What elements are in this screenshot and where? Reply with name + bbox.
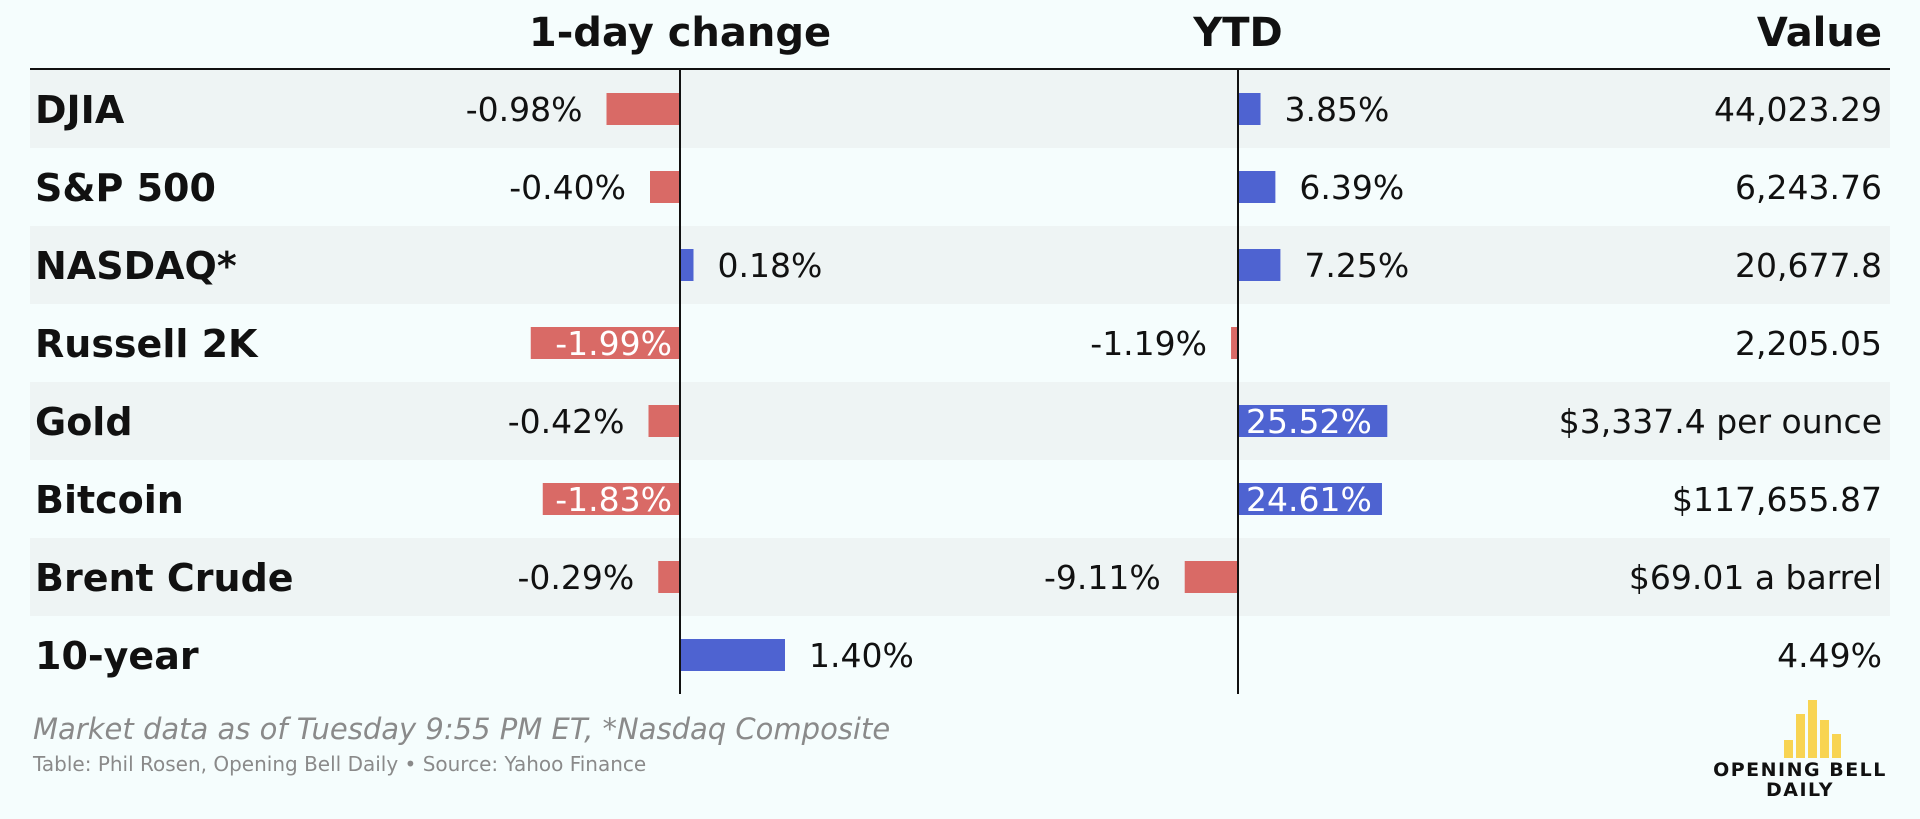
ytd-bar bbox=[1238, 249, 1281, 281]
row-band bbox=[30, 538, 1890, 616]
ytd-bar bbox=[1238, 483, 1382, 515]
row-band bbox=[30, 226, 1890, 304]
opening-bell-daily-logo: OPENING BELL DAILY bbox=[1700, 700, 1900, 815]
logo-bar-4 bbox=[1820, 720, 1829, 758]
logo-bar-3 bbox=[1808, 700, 1817, 758]
day-change-label: -1.99% bbox=[555, 324, 672, 363]
ytd-label: 7.25% bbox=[1304, 246, 1409, 285]
day-change-bar bbox=[542, 483, 680, 515]
day-change-label: -0.40% bbox=[509, 168, 626, 207]
row-label: S&P 500 bbox=[35, 166, 216, 210]
day-change-bar bbox=[680, 639, 785, 671]
ytd-label: 3.85% bbox=[1285, 90, 1390, 129]
ytd-bar bbox=[1238, 171, 1276, 203]
row-value: 44,023.29 bbox=[1714, 90, 1882, 129]
day-change-label: 0.18% bbox=[718, 246, 823, 285]
day-change-bar bbox=[658, 561, 680, 593]
row-band bbox=[30, 70, 1890, 148]
row-value: 2,205.05 bbox=[1735, 324, 1882, 363]
logo-bar-5 bbox=[1832, 734, 1841, 758]
day-change-bar bbox=[648, 405, 680, 437]
ytd-bar bbox=[1184, 561, 1238, 593]
logo-bar-2 bbox=[1796, 714, 1805, 758]
day-change-label: -1.83% bbox=[555, 480, 672, 519]
logo-wordmark: OPENING BELL DAILY bbox=[1700, 760, 1900, 800]
ytd-label: 25.52% bbox=[1246, 402, 1372, 441]
day-change-bar bbox=[606, 93, 680, 125]
row-label: 10-year bbox=[35, 634, 199, 678]
ytd-bar bbox=[1231, 327, 1238, 359]
row-value: $69.01 a barrel bbox=[1629, 558, 1882, 597]
day-change-label: -0.98% bbox=[466, 90, 583, 129]
row-value: 6,243.76 bbox=[1735, 168, 1882, 207]
bar-chart-logo-icon bbox=[1784, 700, 1841, 758]
row-value: 4.49% bbox=[1777, 636, 1882, 675]
market-table-chart: 1-day change YTD Value DJIA -0.98% 3.85% 44,02… bbox=[30, 10, 1890, 694]
row-band bbox=[30, 382, 1890, 460]
ytd-label: -9.11% bbox=[1044, 558, 1161, 597]
row-label: Brent Crude bbox=[35, 556, 294, 600]
day-change-label: 1.40% bbox=[809, 636, 914, 675]
day-change-bar bbox=[680, 249, 694, 281]
header-1-day-change: 1-day change bbox=[529, 10, 831, 56]
logo-line-1: OPENING BELL bbox=[1713, 759, 1887, 781]
day-change-label: -0.42% bbox=[508, 402, 625, 441]
logo-bar-1 bbox=[1784, 740, 1793, 758]
ytd-label: 24.61% bbox=[1246, 480, 1372, 519]
row-label: Russell 2K bbox=[35, 322, 259, 366]
row-value: $3,337.4 per ounce bbox=[1559, 402, 1882, 441]
footer-note: Market data as of Tuesday 9:55 PM ET, *N… bbox=[33, 712, 891, 746]
row-label: Gold bbox=[35, 400, 133, 444]
ytd-bar bbox=[1238, 405, 1388, 437]
logo-line-2: DAILY bbox=[1766, 779, 1834, 801]
header-ytd: YTD bbox=[1192, 10, 1282, 56]
day-change-bar bbox=[530, 327, 680, 359]
row-value: $117,655.87 bbox=[1672, 480, 1882, 519]
footer-credit: Table: Phil Rosen, Opening Bell Daily • … bbox=[33, 752, 647, 776]
row-label: DJIA bbox=[35, 88, 125, 132]
ytd-bar bbox=[1238, 93, 1261, 125]
row-label: NASDAQ* bbox=[35, 244, 237, 288]
row-value: 20,677.8 bbox=[1735, 246, 1882, 285]
row-label: Bitcoin bbox=[35, 478, 184, 522]
ytd-label: 6.39% bbox=[1299, 168, 1404, 207]
ytd-label: -1.19% bbox=[1090, 324, 1207, 363]
day-change-label: -0.29% bbox=[518, 558, 635, 597]
day-change-bar bbox=[650, 171, 680, 203]
header-value: Value bbox=[1757, 10, 1882, 56]
